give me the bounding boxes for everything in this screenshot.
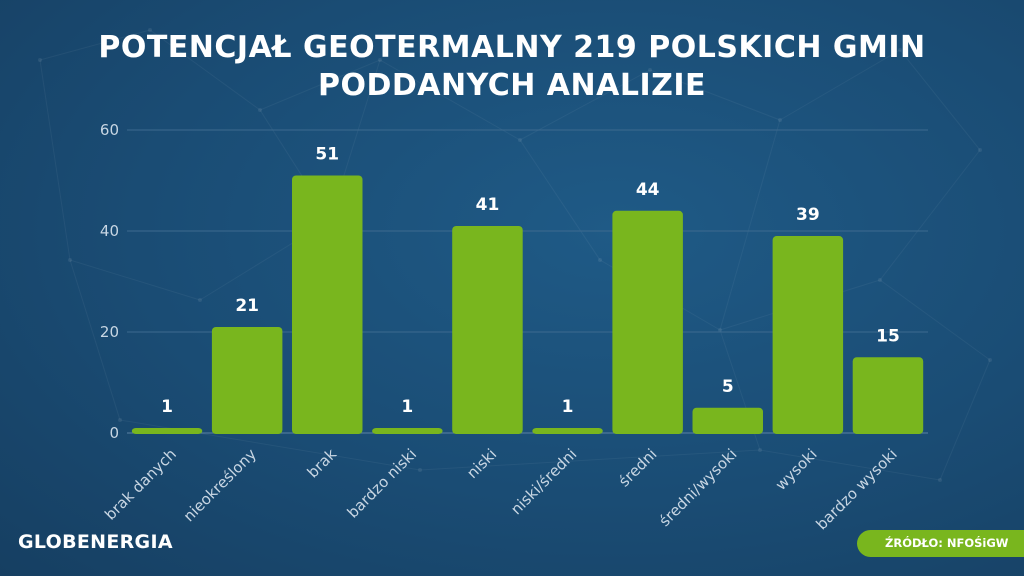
network-node xyxy=(518,138,522,142)
network-node xyxy=(598,258,602,262)
network-node xyxy=(148,28,152,32)
network-line xyxy=(759,449,941,481)
data-label: 44 xyxy=(636,180,660,200)
network-line xyxy=(649,69,781,121)
bar xyxy=(852,357,924,434)
bar xyxy=(211,326,283,434)
network-node xyxy=(718,328,722,332)
network-node xyxy=(938,478,942,482)
network-node xyxy=(378,58,382,62)
bar xyxy=(131,427,203,434)
data-label: 39 xyxy=(796,205,820,225)
data-label: 1 xyxy=(562,397,574,417)
y-tick-label: 40 xyxy=(100,222,119,240)
x-tick-label: średni xyxy=(615,445,660,490)
network-node xyxy=(38,58,42,62)
network-node xyxy=(418,468,422,472)
x-tick-label: niski/średni xyxy=(507,445,580,518)
network-node xyxy=(198,298,202,302)
network-line xyxy=(39,59,71,261)
network-line xyxy=(519,139,601,261)
x-tick-label: niski xyxy=(463,445,500,482)
network-node xyxy=(258,108,262,112)
network-node xyxy=(988,358,992,362)
bar xyxy=(612,210,683,434)
network-line xyxy=(149,29,261,111)
network-node xyxy=(648,68,652,72)
bar xyxy=(532,427,603,434)
network-line xyxy=(719,119,781,331)
data-label: 15 xyxy=(876,326,900,346)
chart-title-line-1: POTENCJAŁ GEOTERMALNY 219 POLSKICH GMIN xyxy=(98,30,926,65)
network-node xyxy=(978,148,982,152)
data-label: 51 xyxy=(315,144,339,164)
chart-title-line-2: PODDANYCH ANALIZIE xyxy=(317,68,707,103)
network-line xyxy=(69,259,121,421)
network-line xyxy=(259,59,381,111)
data-label: 41 xyxy=(476,195,500,215)
y-tick-label: 0 xyxy=(109,424,119,442)
network-node xyxy=(118,418,122,422)
network-line xyxy=(519,69,651,141)
network-node xyxy=(758,448,762,452)
network-line xyxy=(69,259,201,301)
network-node xyxy=(898,48,902,52)
network-line xyxy=(899,49,981,151)
bar xyxy=(772,236,844,434)
y-tick-label: 60 xyxy=(100,121,119,139)
data-label: 5 xyxy=(722,377,734,397)
x-tick-label: bardzo niski xyxy=(344,445,421,522)
network-line xyxy=(379,59,521,141)
x-tick-label: bardzo wysoki xyxy=(812,445,900,533)
network-line xyxy=(419,449,761,471)
x-tick-label: brak xyxy=(304,445,341,482)
network-line xyxy=(39,29,151,61)
bar xyxy=(452,225,523,434)
network-node xyxy=(778,118,782,122)
data-label: 21 xyxy=(235,296,259,316)
bar xyxy=(692,407,763,434)
globenergia-logo: GLOBENERGIA xyxy=(18,531,173,553)
x-tick-label: wysoki xyxy=(772,445,821,494)
bar xyxy=(372,427,443,434)
y-tick-label: 20 xyxy=(100,323,119,341)
x-tick-label: nieokreślony xyxy=(180,445,260,525)
bar xyxy=(292,175,363,434)
source-badge: ŹRÓDŁO: NFOŚiGW xyxy=(857,530,1024,557)
data-label: 1 xyxy=(161,397,173,417)
network-node xyxy=(68,258,72,262)
network-node xyxy=(878,278,882,282)
x-tick-label: brak danych xyxy=(101,445,180,524)
x-tick-label: średni/wysoki xyxy=(656,445,741,530)
network-line xyxy=(939,359,991,481)
network-line xyxy=(879,279,991,361)
network-line xyxy=(879,149,981,281)
network-line xyxy=(779,49,901,121)
data-label: 1 xyxy=(401,397,413,417)
